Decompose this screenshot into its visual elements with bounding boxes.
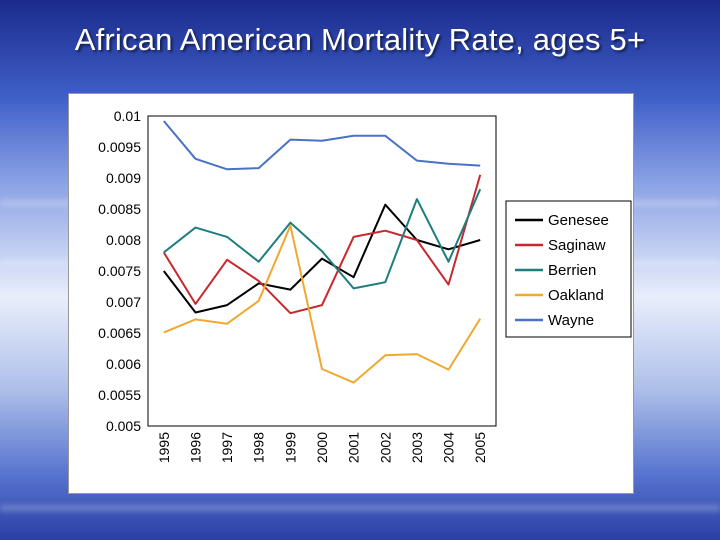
y-tick-label: 0.007 bbox=[106, 294, 141, 310]
line-chart: 0.01 0.0095 0.009 0.0085 0.008 0.0075 0.007 0.0… bbox=[98, 108, 632, 463]
series-line-saginaw bbox=[162, 174, 482, 315]
legend-label-oakland: Oakland bbox=[548, 287, 604, 304]
legend: Genesee Saginaw Berrien Oakland Wayne bbox=[505, 200, 632, 338]
x-tick-label: 1996 bbox=[187, 432, 203, 463]
x-axis-tick-labels: 1995 1996 1997 1998 1999 2000 2001 2002 2003 2004… bbox=[156, 432, 488, 463]
chart-panel: 0.01 0.0095 0.009 0.0085 0.008 0.0075 0.007 0.0… bbox=[68, 93, 634, 494]
series-line-berrien bbox=[163, 188, 482, 290]
x-tick-label: 1997 bbox=[219, 432, 235, 463]
y-tick-label: 0.0055 bbox=[98, 387, 141, 403]
x-tick-label: 2005 bbox=[472, 432, 488, 463]
series-line-oakland bbox=[163, 224, 482, 384]
series-line-genesee bbox=[163, 203, 481, 314]
y-tick-label: 0.005 bbox=[106, 418, 141, 434]
series-lines bbox=[162, 120, 482, 384]
x-tick-label: 2004 bbox=[441, 432, 457, 463]
legend-label-wayne: Wayne bbox=[548, 312, 594, 329]
x-tick-label: 2001 bbox=[346, 432, 362, 463]
x-tick-label: 1995 bbox=[156, 432, 172, 463]
x-tick-label: 1999 bbox=[282, 432, 298, 463]
y-tick-label: 0.008 bbox=[106, 232, 141, 248]
series-line-wayne bbox=[163, 120, 481, 171]
slide-title: African American Mortality Rate, ages 5+ bbox=[74, 22, 646, 57]
y-tick-label: 0.0085 bbox=[98, 201, 141, 217]
x-tick-label: 1998 bbox=[251, 432, 267, 463]
y-tick-label: 0.01 bbox=[114, 108, 141, 124]
legend-label-saginaw: Saginaw bbox=[548, 237, 606, 254]
legend-label-genesee: Genesee bbox=[548, 212, 609, 229]
x-tick-label: 2003 bbox=[409, 432, 425, 463]
y-tick-label: 0.0075 bbox=[98, 263, 141, 279]
y-tick-label: 0.006 bbox=[106, 356, 141, 372]
y-axis-tick-labels: 0.01 0.0095 0.009 0.0085 0.008 0.0075 0.007 0.0… bbox=[98, 108, 141, 434]
y-tick-label: 0.0095 bbox=[98, 139, 141, 155]
legend-label-berrien: Berrien bbox=[548, 262, 596, 279]
y-tick-label: 0.0065 bbox=[98, 325, 141, 341]
y-tick-label: 0.009 bbox=[106, 170, 141, 186]
x-tick-label: 2000 bbox=[314, 432, 330, 463]
x-tick-label: 2002 bbox=[377, 432, 393, 463]
